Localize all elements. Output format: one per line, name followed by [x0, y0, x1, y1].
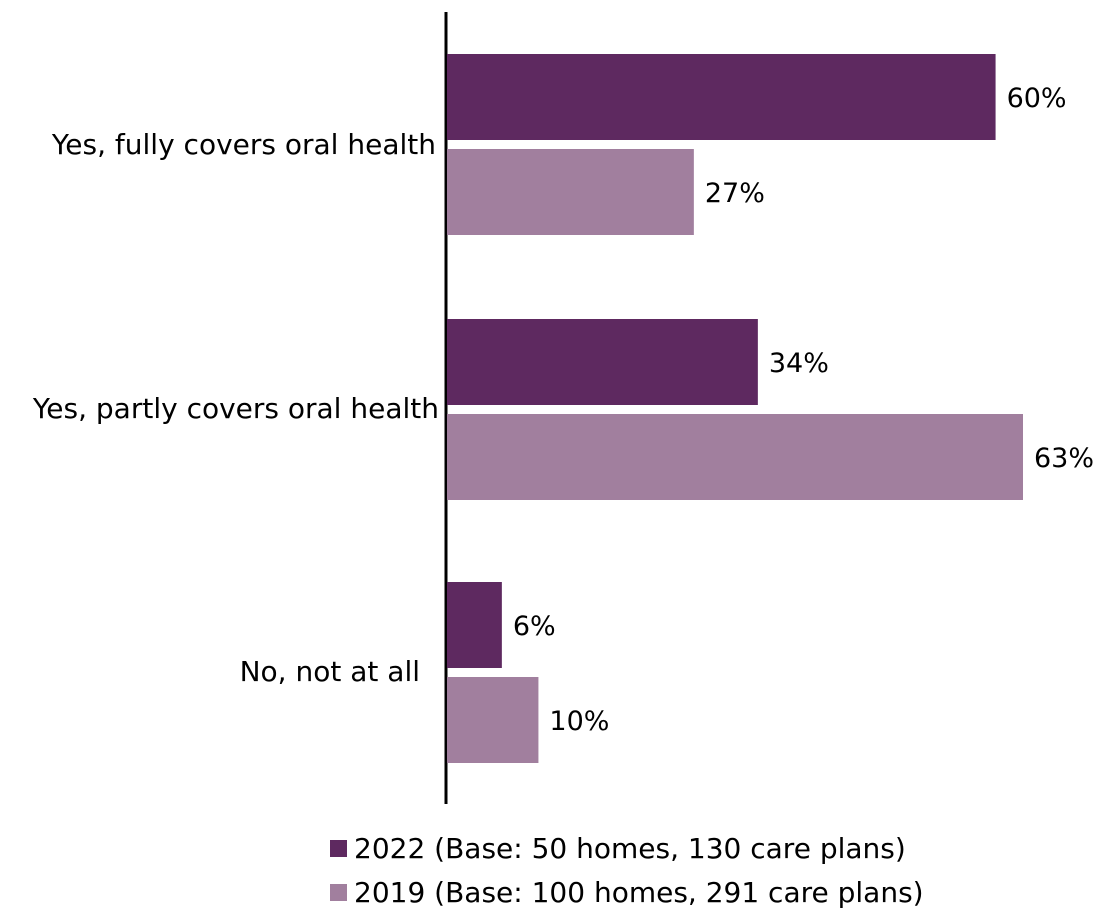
bars	[447, 54, 1023, 763]
legend-swatch-2022	[330, 839, 347, 857]
category-labels: Yes, fully covers oral health Yes, partly…	[32, 128, 439, 688]
category-label: No, not at all	[240, 655, 420, 688]
category-label: Yes, partly covers oral health	[32, 392, 439, 425]
category-label: Yes, fully covers oral health	[51, 128, 436, 161]
data-label: 27%	[705, 178, 765, 209]
legend-label-2019: 2019 (Base: 100 homes, 291 care plans)	[354, 875, 924, 909]
data-label: 60%	[1007, 83, 1067, 114]
data-label: 34%	[769, 348, 829, 379]
bar-2022	[447, 319, 758, 405]
bar-2022	[447, 582, 502, 668]
legend-label-2022: 2022 (Base: 50 homes, 130 care plans)	[354, 831, 906, 865]
bar-2019	[447, 414, 1023, 500]
bar-2019	[447, 677, 539, 763]
bar-2019	[447, 149, 694, 235]
data-label: 10%	[549, 706, 609, 737]
legend: 2022 (Base: 50 homes, 130 care plans) 20…	[330, 826, 924, 914]
data-label: 6%	[513, 611, 556, 642]
bar-2022	[447, 54, 996, 140]
value-labels: 60% 27% 34% 63% 6% 10%	[513, 83, 1094, 737]
legend-item-2019: 2019 (Base: 100 homes, 291 care plans)	[330, 870, 924, 914]
data-label: 63%	[1034, 443, 1094, 474]
legend-swatch-2019	[330, 883, 347, 901]
legend-item-2022: 2022 (Base: 50 homes, 130 care plans)	[330, 826, 924, 870]
